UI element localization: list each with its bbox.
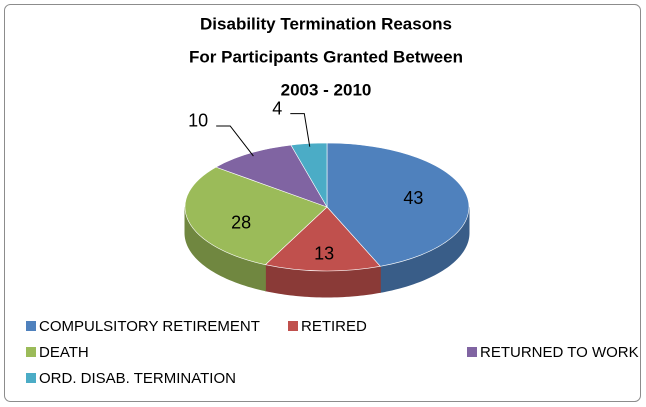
legend-swatch [26,347,36,357]
pie-slice [215,144,328,208]
legend-label: DEATH [39,344,89,361]
pie-slice [184,166,328,265]
data-label: 10 [188,111,208,131]
chart-title: Disability Termination Reasons [200,14,452,33]
data-label: 13 [314,243,334,263]
data-label: 43 [403,188,423,208]
legend-label: RETIRED [301,318,367,335]
legend-swatch [288,321,298,331]
leader-line [216,125,254,157]
legend-swatch [26,321,36,331]
pie-slice [264,206,381,272]
leader-line [290,113,311,147]
legend-label: COMPULSITORY RETIREMENT [39,318,260,335]
data-label: 4 [272,98,282,118]
data-label: 28 [231,213,251,233]
legend-swatch [467,347,477,357]
legend-label: ORD. DISAB. TERMINATION [39,370,236,387]
legend-swatch [26,373,36,383]
pie-slice [326,142,470,267]
chart-title: For Participants Granted Between [189,47,463,66]
chart-title: 2003 - 2010 [281,80,372,99]
legend-label: RETURNED TO WORK [480,344,639,361]
